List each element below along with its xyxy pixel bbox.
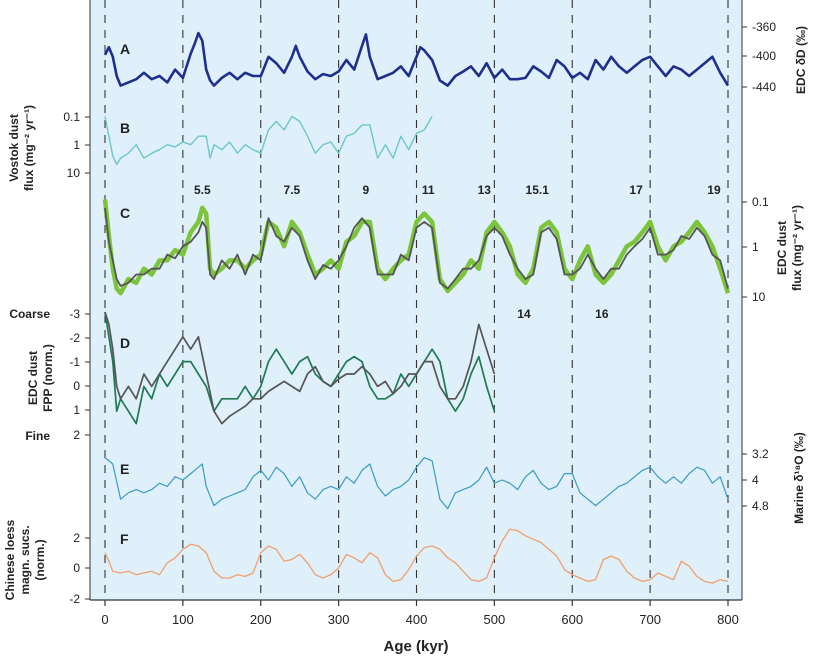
y-tick-label-D-0: -3 [69,307,80,321]
series-line-C-0 [102,199,731,296]
mis-label-14: 14 [517,307,531,321]
y-tick-label-F-2: -2 [69,592,80,606]
series-line-A-0 [103,31,730,87]
panel-b-y-ticks: 0.1 1 10 [63,110,90,180]
y-tick-label-B-1: 1 [73,138,80,152]
series-line-B-0 [104,115,433,166]
panel-c-label-line1: EDC dust [775,221,789,275]
y-tick-label-D-1: -2 [69,331,80,345]
panel-f-label-line1: Chinese loess [3,519,17,600]
mis-label-7-5: 7.5 [284,183,301,197]
panel-d-label-line1: EDC dust [26,351,40,405]
series-line-E-0 [104,457,729,510]
panel-f-y-ticks: 2 0 -2 [69,531,90,606]
panel-e-y-ticks: 3.2 4 4.8 [742,447,769,513]
mis-label-9: 9 [363,183,370,197]
y-tick-label-F-0: 2 [73,531,80,545]
panel-a-y-ticks: -360 -400 -440 [742,20,776,94]
mis-label-16: 16 [595,307,609,321]
mis-label-5-5: 5.5 [194,183,211,197]
y-tick-label-A-0: -360 [752,20,776,34]
y-tick-label-C-2: 10 [752,290,766,304]
y-tick-label-D-3: 0 [73,379,80,393]
y-tick-label-E-1: 4 [752,473,759,487]
panel-f-label-line3: (norm.) [33,539,47,580]
mis-label-15-1: 15.1 [526,183,550,197]
y-tick-label-D-2: -1 [69,355,80,369]
x-tick-label-400: 400 [406,612,428,627]
panel-c-y-ticks: 0.1 1 10 [742,195,769,304]
x-tick-label-700: 700 [639,612,661,627]
y-tick-label-B-0: 0.1 [63,110,80,124]
mis-stage-labels: 5.5 7.5 9 11 13 15.1 17 19 14 16 [194,183,721,321]
panel-c-letter: C [120,205,130,221]
mis-label-13: 13 [478,183,492,197]
series-line-D-0 [104,311,496,425]
x-tick-label-200: 200 [250,612,272,627]
y-tick-label-B-2: 10 [67,166,81,180]
panel-d-letter: D [120,335,130,351]
panel-e-letter: E [120,461,129,477]
panel-a-letter: A [120,41,130,57]
series-line-C-1 [104,207,729,290]
mis-label-17: 17 [629,183,643,197]
panel-b-label-line2: flux (mg⁻² yr⁻¹) [22,105,36,191]
panel-a-label: EDC δD (‰) [794,26,808,94]
series-layer [102,31,731,584]
y-tick-label-E-2: 4.8 [752,499,769,513]
panel-b-label-line1: Vostok dust [7,114,21,182]
y-tick-label-C-1: 1 [752,240,759,254]
y-tick-label-D-5: 2 [73,428,80,442]
x-tick-label-500: 500 [484,612,506,627]
panel-c-label-line2: flux (mg⁻² yr⁻¹) [790,205,804,291]
series-line-D-1 [104,311,496,425]
mis-label-11: 11 [422,183,435,197]
panel-d-fine-label: Fine [25,429,50,443]
panel-b-letter: B [120,120,130,136]
y-tick-label-F-1: 0 [73,561,80,575]
y-tick-label-E-0: 3.2 [752,447,769,461]
panel-f-label-line2: magn. sucs. [18,525,32,594]
x-axis-label: Age (kyr) [383,638,448,655]
x-tick-label-0: 0 [101,612,108,627]
y-tick-label-A-2: -440 [752,80,776,94]
x-tick-label-100: 100 [172,612,194,627]
y-tick-label-D-4: 1 [73,403,80,417]
panel-d-label-line2: FPP (norm.) [41,344,55,412]
panel-f-letter: F [120,531,129,547]
mis-label-19: 19 [707,183,721,197]
series-line-F-0 [104,528,729,584]
panel-d-y-ticks: -3 -2 -1 0 1 2 [69,307,90,442]
x-axis: 0 100 200 300 400 500 600 700 800 [101,600,739,627]
gridlines [104,0,729,600]
y-tick-label-C-0: 0.1 [752,195,769,209]
x-tick-label-600: 600 [561,612,583,627]
panel-e-label: Marine δ¹⁸O (‰) [792,432,806,524]
y-tick-label-A-1: -400 [752,49,776,63]
panel-d-coarse-label: Coarse [9,307,50,321]
x-tick-label-800: 800 [717,612,739,627]
x-tick-label-300: 300 [328,612,350,627]
